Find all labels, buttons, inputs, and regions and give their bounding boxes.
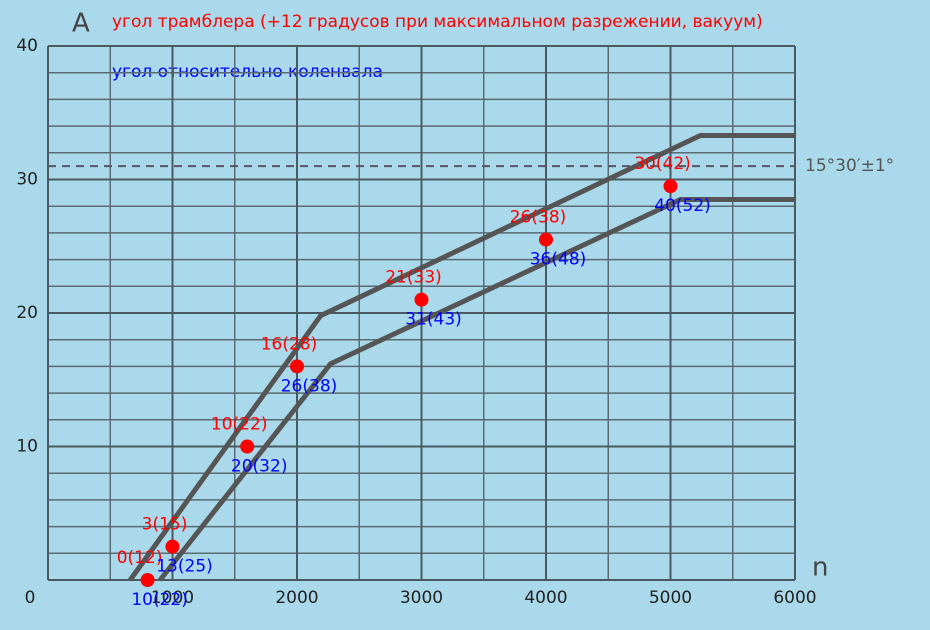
value-label: 30(42) bbox=[634, 154, 691, 174]
x-tick-label: 1000 bbox=[151, 588, 194, 608]
y-tick-label: 10 bbox=[16, 437, 38, 457]
crank-label: 10(22) bbox=[131, 590, 188, 610]
band-edge bbox=[158, 197, 795, 582]
value-label: 16(28) bbox=[261, 334, 318, 354]
x-tick-label: 4000 bbox=[524, 588, 567, 608]
crank-label: 40(52) bbox=[654, 196, 711, 216]
x-tick-label: 5000 bbox=[649, 588, 692, 608]
y-tick-label: 20 bbox=[16, 303, 38, 323]
x-tick-label: 6000 bbox=[773, 588, 816, 608]
x-tick-label: 0 bbox=[25, 588, 36, 608]
reference-label: 15°30′±1° bbox=[805, 156, 894, 176]
band-edge bbox=[128, 132, 795, 582]
value-label: 3(15) bbox=[142, 515, 188, 535]
crank-label: 13(25) bbox=[156, 557, 213, 577]
crank-label: 26(38) bbox=[281, 376, 338, 396]
data-point bbox=[539, 232, 553, 247]
value-label: 10(22) bbox=[211, 415, 268, 435]
data-point bbox=[240, 439, 255, 454]
x-axis-label: n bbox=[812, 553, 828, 583]
y-axis-label: A bbox=[72, 9, 90, 39]
data-point bbox=[140, 573, 155, 587]
data-point bbox=[165, 539, 180, 554]
value-label: 0(12) bbox=[117, 548, 163, 568]
y-tick-label: 40 bbox=[16, 36, 38, 56]
crank-label: 31(43) bbox=[405, 310, 462, 330]
x-tick-label: 2000 bbox=[275, 588, 318, 608]
data-point bbox=[663, 179, 678, 194]
crank-label: 36(48) bbox=[530, 250, 587, 270]
value-label: 26(38) bbox=[510, 208, 567, 228]
crank-label: 20(32) bbox=[231, 457, 288, 477]
data-point bbox=[414, 292, 429, 307]
y-tick-label: 30 bbox=[16, 170, 38, 190]
chart-title: угол трамблера (+12 градусов при максима… bbox=[112, 12, 763, 32]
value-label: 21(33) bbox=[385, 268, 442, 288]
data-point bbox=[290, 359, 304, 374]
x-tick-label: 3000 bbox=[400, 588, 443, 608]
